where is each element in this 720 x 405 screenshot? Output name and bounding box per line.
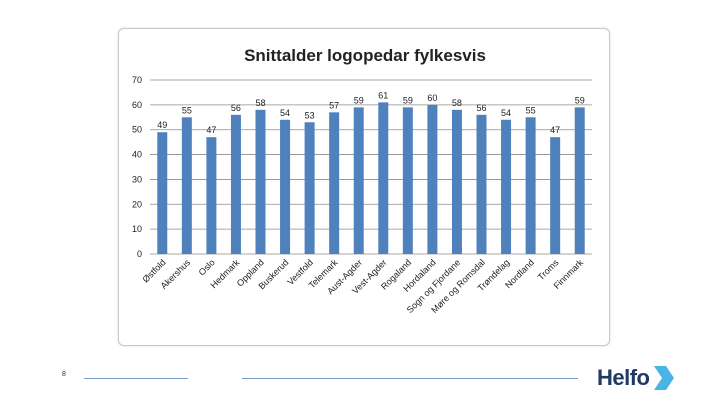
data-label: 53 <box>305 110 315 120</box>
data-label: 54 <box>501 108 511 118</box>
data-label: 61 <box>378 90 388 100</box>
y-tick-label: 40 <box>132 150 142 160</box>
logo-text: Helfo <box>597 365 650 390</box>
y-tick-label: 10 <box>132 224 142 234</box>
data-label: 58 <box>255 98 265 108</box>
bar <box>525 117 536 255</box>
data-label: 58 <box>452 98 462 108</box>
bar <box>181 117 192 255</box>
bar <box>280 119 291 255</box>
data-label: 56 <box>476 103 486 113</box>
bar <box>574 107 585 254</box>
data-label: 54 <box>280 108 290 118</box>
data-label: 55 <box>182 105 192 115</box>
bar <box>550 137 561 254</box>
bar <box>304 122 315 254</box>
bar <box>157 132 168 254</box>
bar <box>230 114 241 254</box>
bar <box>378 102 389 254</box>
page-number: 8 <box>62 371 66 378</box>
y-tick-label: 30 <box>132 174 142 184</box>
chart-title: Snittalder logopedar fylkesvis <box>244 46 486 65</box>
data-label: 59 <box>575 95 585 105</box>
helfo-logo: Helfo <box>597 362 676 394</box>
y-tick-label: 60 <box>132 100 142 110</box>
bar <box>329 112 340 254</box>
data-label: 56 <box>231 103 241 113</box>
footer-line-left <box>84 378 188 379</box>
bar <box>206 137 217 254</box>
data-label: 47 <box>206 125 216 135</box>
data-label: 57 <box>329 100 339 110</box>
data-labels: 49 55 47 56 58 54 53 57 59 61 59 60 58 56 54 55 47 59 <box>157 90 584 135</box>
data-label: 47 <box>550 125 560 135</box>
y-tick-label: 0 <box>137 249 142 259</box>
bar <box>427 104 438 254</box>
y-axis-ticks: 0 10 20 30 40 50 60 70 <box>132 75 142 259</box>
bars <box>157 102 585 255</box>
bar <box>353 107 364 254</box>
y-tick-label: 70 <box>132 75 142 85</box>
data-label: 59 <box>403 95 413 105</box>
gridlines <box>150 79 592 255</box>
chevron-right-icon <box>653 366 674 390</box>
data-label: 60 <box>427 93 437 103</box>
bar <box>255 109 266 254</box>
bar <box>451 109 462 254</box>
bar <box>476 114 487 254</box>
y-tick-label: 50 <box>132 125 142 135</box>
footer-line-right <box>242 378 578 379</box>
bar <box>501 119 512 255</box>
data-label: 59 <box>354 95 364 105</box>
y-tick-label: 20 <box>132 199 142 209</box>
x-tick-label: Oslo <box>197 257 217 277</box>
data-label: 49 <box>157 120 167 130</box>
bar <box>402 107 413 254</box>
data-label: 55 <box>526 105 536 115</box>
